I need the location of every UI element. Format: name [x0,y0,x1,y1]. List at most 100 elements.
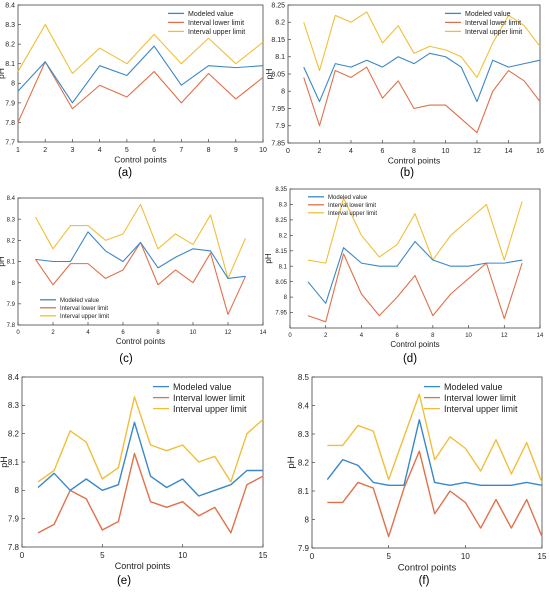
y-tick-label: 8.2 [7,238,16,244]
y-tick-label: 8.2 [279,233,288,239]
legend-label: Interval upper limit [465,29,522,36]
y-tick-label: 8 [11,81,15,88]
chart-panel-b: 0 2 4 6 8 10 12 14 16 7.85 7.9 7.95 8 8.05 8.1 8.15 8.2 8… [264,2,544,179]
x-tick-label: 14 [260,330,267,336]
x-tick-label: 5 [125,147,129,154]
x-tick-label: 1 [16,147,20,154]
y-tick-label: 7.7 [5,139,15,146]
panel-label: (d) [403,353,417,365]
y-tick-label: 8 [281,89,285,96]
x-tick-label: 14 [537,333,544,339]
y-tick-label: 8.1 [5,61,15,68]
series-line-lower [37,452,264,534]
y-axis-label: pH [0,256,6,266]
series-line-modeled [326,419,543,486]
series-line-modeled [35,231,246,279]
x-tick-label: 3 [70,147,74,154]
y-tick-label: 8.3 [5,22,15,29]
y-tick-label: 7.8 [8,543,20,552]
y-tick-label: 8.05 [275,280,287,286]
legend: Modeled value Interval lower limit Interva… [168,11,245,36]
x-tick-label: 8 [156,330,160,336]
legend-label: Interval upper limit [328,211,377,217]
legend-label: Interval lower limit [328,203,376,209]
x-tick-label: 2 [324,333,328,339]
x-tick-label: 10 [442,148,450,155]
x-tick-label: 14 [505,148,513,155]
x-tick-label: 6 [121,330,125,336]
series-line-upper [37,396,264,483]
y-tick-label: 8.4 [298,401,310,410]
series-line-modeled [17,45,264,104]
x-tick-label: 2 [43,147,47,154]
panel-label: (e) [117,575,131,587]
x-tick-label: 4 [349,148,353,155]
x-tick-label: 10 [259,147,267,154]
y-tick-label: 8.3 [7,217,16,223]
x-tick-label: 16 [536,148,544,155]
x-tick-label: 6 [395,333,399,339]
legend-label: Interval lower limit [465,20,521,27]
x-tick-label: 8 [431,333,435,339]
y-tick-label: 7.9 [5,100,15,107]
y-tick-label: 8.15 [271,37,285,44]
y-tick-label: 7.9 [275,123,285,130]
x-tick-label: 12 [473,148,481,155]
legend-label: Modeled value [328,195,368,201]
y-axis-label: pH [0,68,6,79]
y-tick-label: 8.4 [7,196,16,202]
series-line-upper [327,393,543,483]
x-tick-label: 2 [318,148,322,155]
legend-label: Interval upper limit [188,29,245,36]
legend-label: Interval lower limit [173,393,246,403]
x-axis-label: Control points [115,561,171,571]
x-tick-label: 7 [179,147,183,154]
chart-panel-f: 0 5 10 15 7.9 8 8.1 8.2 8.3 8.4 8.5 Control points p… [286,373,547,587]
y-tick-label: 8.3 [298,430,310,439]
series-line-lower [327,450,543,538]
x-tick-label: 0 [286,148,290,155]
x-axis-label: Control points [114,155,166,165]
legend-label: Modeled value [188,11,234,18]
legend: Modeled value Interval lower limit Interva… [308,195,377,217]
y-tick-label: 8.4 [5,2,15,9]
y-tick-label: 8.35 [275,187,287,193]
y-tick-label: 8.15 [275,249,287,255]
x-tick-label: 8 [412,148,416,155]
series-line-modeled [37,421,263,497]
y-tick-label: 7.85 [271,140,285,147]
y-tick-label: 7.9 [298,544,310,553]
x-tick-label: 0 [288,333,292,339]
x-tick-label: 10 [190,330,197,336]
plot-area-frame [17,4,264,143]
panel-label: (f) [419,575,430,587]
x-tick-label: 12 [501,333,508,339]
legend-label: Modeled value [465,11,511,18]
x-axis-label: Control points [390,340,439,349]
x-tick-label: 12 [225,330,232,336]
y-tick-label: 8.1 [298,487,310,496]
y-tick-label: 8 [284,295,288,301]
chart-panel-d: 0 2 4 6 8 10 12 14 7.95 8 8.05 8.1 8.15 8.2 8.25 8.3 8.3… [264,187,544,365]
y-tick-label: 8.2 [298,458,310,467]
chart-panel-c: 0 2 4 6 8 10 12 14 7.8 7.9 8 8.1 8.2 8.3 8.4 Control po… [0,196,267,365]
legend-label: Modeled value [173,382,232,392]
legend-label: Interval upper limit [444,404,518,414]
y-tick-label: 8.2 [8,429,20,438]
y-tick-label: 8.1 [7,260,16,266]
y-tick-label: 8.2 [275,20,285,27]
series-line-upper [303,11,541,78]
legend-label: Interval lower limit [188,20,244,27]
series-line-modeled [303,52,541,103]
legend: Modeled value Interval lower limit Interva… [445,11,522,36]
y-tick-label: 8 [12,281,16,287]
x-tick-label: 4 [86,330,90,336]
series-line-upper [307,197,523,264]
y-tick-label: 8.3 [279,203,288,209]
x-tick-label: 0 [310,552,315,561]
x-tick-label: 10 [465,333,472,339]
